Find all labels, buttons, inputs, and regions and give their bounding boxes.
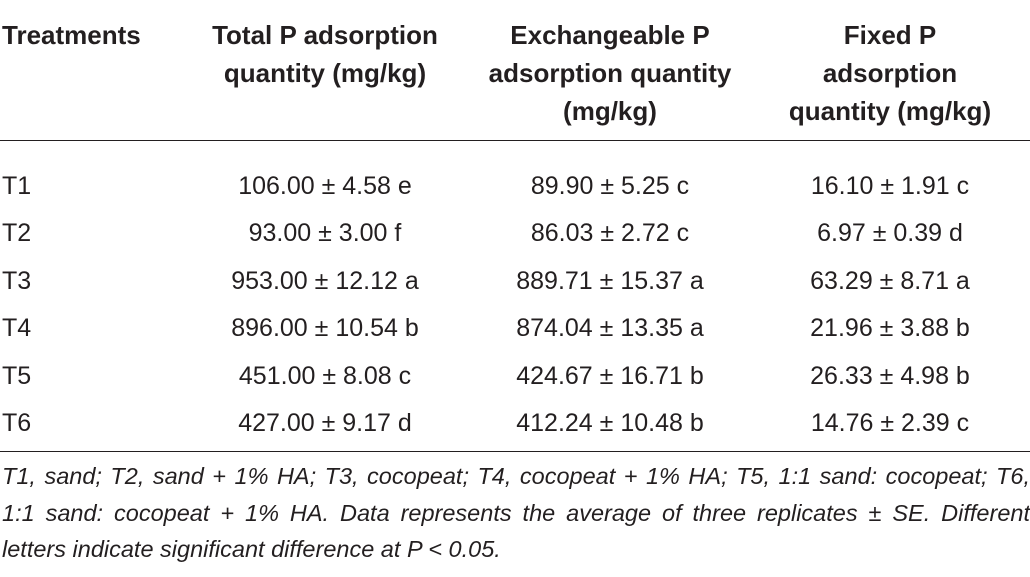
cell-fixed-p: 26.33 ± 4.98 b [810,361,970,390]
cell-total-p: 427.00 ± 9.17 d [238,409,412,437]
cell-treatment: T5 [2,361,32,390]
cell-treatment: T4 [2,314,32,342]
cell-exchangeable-p: 424.67 ± 16.71 b [516,361,704,390]
header-total-p: Total P adsorption quantity (mg/kg) [180,0,470,140]
header-line: Total P adsorption [212,20,438,50]
table-row: T1 106.00 ± 4.58 e 89.90 ± 5.25 c 16.10 … [0,163,1030,211]
cell-total-p: 896.00 ± 10.54 b [231,314,419,342]
table-row: T6 427.00 ± 9.17 d 412.24 ± 10.48 b 14.7… [0,400,1030,448]
table-spacer-row [0,140,1030,163]
header-line: (mg/kg) [563,96,657,126]
cell-exchangeable-p: 412.24 ± 10.48 b [516,409,704,437]
table-row: T3 953.00 ± 12.12 a 889.71 ± 15.37 a 63.… [0,258,1030,306]
cell-treatment: T1 [2,171,32,200]
cell-total-p: 953.00 ± 12.12 a [231,266,419,295]
header-line: adsorption [822,58,958,88]
cell-total-p: 451.00 ± 8.08 c [238,361,412,390]
table-row: T4 896.00 ± 10.54 b 874.04 ± 13.35 a 21.… [0,305,1030,353]
cell-fixed-p: 6.97 ± 0.39 d [817,219,963,247]
cell-exchangeable-p: 889.71 ± 15.37 a [516,266,704,295]
cell-fixed-p: 63.29 ± 8.71 a [810,266,970,295]
cell-exchangeable-p: 86.03 ± 2.72 c [530,219,690,247]
cell-total-p: 106.00 ± 4.58 e [238,171,412,200]
table-footnote-container: T1, sand; T2, sand + 1% HA; T3, cocopeat… [0,451,1030,577]
data-table: Treatments Total P adsorption quantity (… [0,0,1030,448]
cell-treatment: T6 [2,409,32,437]
header-exchangeable-p: Exchangeable P adsorption quantity (mg/k… [470,0,750,140]
header-line: Treatments [2,20,141,50]
header-line: Exchangeable P [510,20,710,50]
cell-fixed-p: 14.76 ± 2.39 c [810,409,970,437]
table-row: T2 93.00 ± 3.00 f 86.03 ± 2.72 c 6.97 ± … [0,210,1030,258]
cell-exchangeable-p: 89.90 ± 5.25 c [530,171,690,200]
header-row: Treatments Total P adsorption quantity (… [0,0,1030,140]
cell-treatment: T3 [2,266,32,295]
data-table-container: Treatments Total P adsorption quantity (… [0,0,1030,448]
cell-total-p: 93.00 ± 3.00 f [248,219,402,247]
table-row: T5 451.00 ± 8.08 c 424.67 ± 16.71 b 26.3… [0,353,1030,401]
header-line: quantity (mg/kg) [223,58,427,88]
table-footnote: T1, sand; T2, sand + 1% HA; T3, cocopeat… [2,463,1030,562]
cell-treatment: T2 [2,219,32,247]
header-line: Fixed P [843,20,937,50]
header-fixed-p: Fixed P adsorption quantity (mg/kg) [750,0,1030,140]
header-line: adsorption quantity [488,58,732,88]
header-treatments: Treatments [0,0,180,140]
table-body: T1 106.00 ± 4.58 e 89.90 ± 5.25 c 16.10 … [0,140,1030,448]
cell-fixed-p: 21.96 ± 3.88 b [810,314,970,342]
cell-fixed-p: 16.10 ± 1.91 c [810,171,970,200]
cell-exchangeable-p: 874.04 ± 13.35 a [516,314,704,342]
table-header: Treatments Total P adsorption quantity (… [0,0,1030,140]
header-line: quantity (mg/kg) [788,96,992,126]
